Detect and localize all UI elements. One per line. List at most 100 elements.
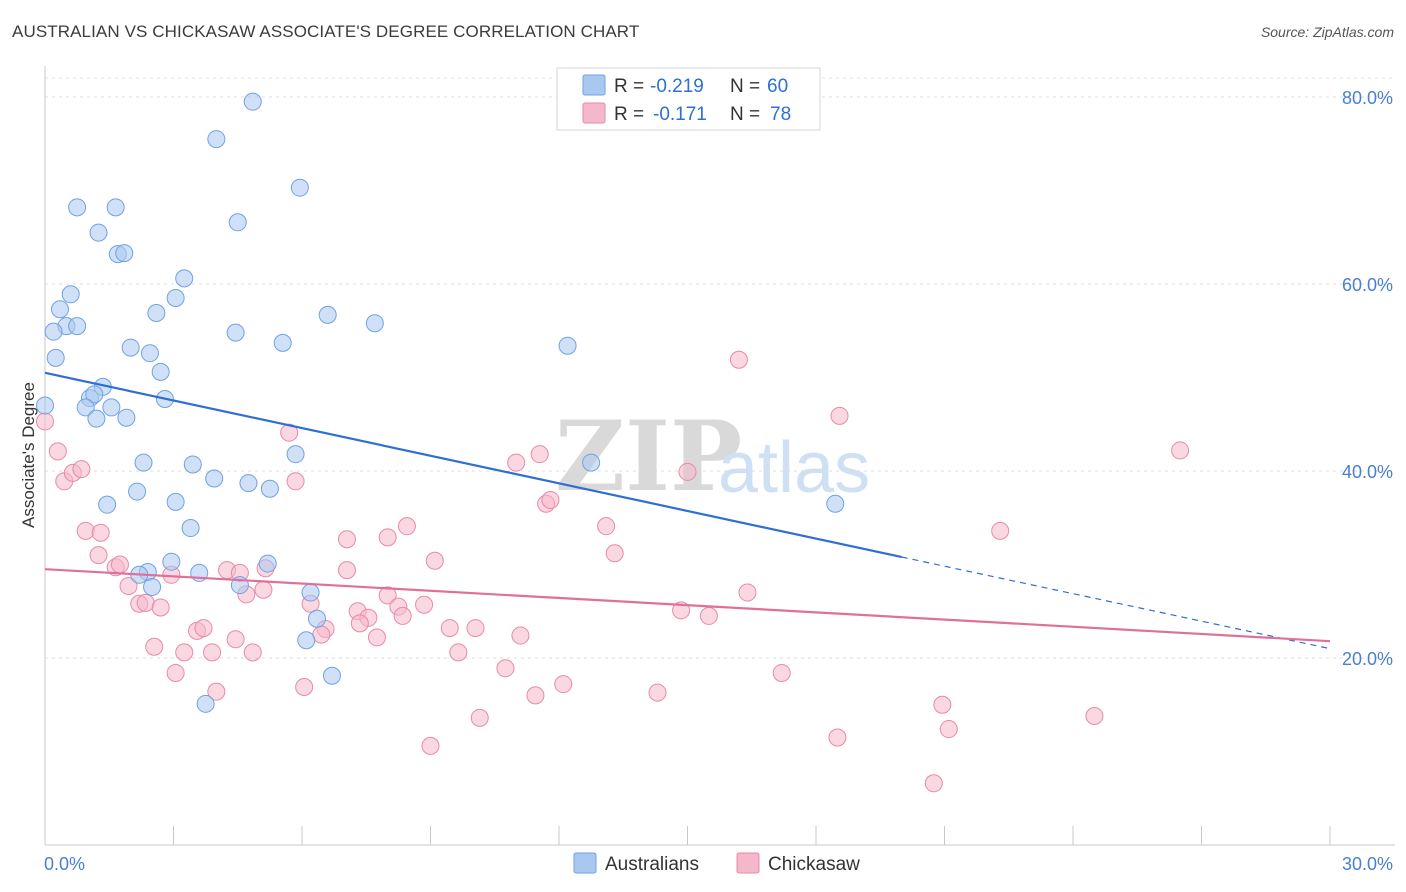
chickasaw-point [378, 586, 397, 605]
chickasaw-point [1085, 706, 1104, 725]
data-points [36, 92, 1190, 793]
australians-point [117, 408, 136, 427]
australians-point [365, 314, 384, 333]
chickasaw-point [772, 663, 791, 682]
chickasaw-point [924, 774, 943, 793]
correlation-legend: R = -0.219 N = 60 R = -0.171 N = 78 [556, 67, 821, 131]
australians-point [143, 577, 162, 596]
australians-point [322, 666, 341, 685]
legend-n-label-2: N = [730, 104, 760, 125]
australians-point [260, 479, 279, 498]
chickasaw-point [440, 619, 459, 638]
australians-point [151, 362, 170, 381]
chickasaw-point [597, 517, 616, 536]
chickasaw-point [466, 619, 485, 638]
australians-point [115, 244, 134, 263]
australians-point [121, 338, 140, 357]
australians-point [307, 609, 326, 628]
bottom-legend-swatch-chickasaw [736, 852, 760, 874]
chickasaw-point [530, 445, 549, 464]
legend-n-value-2: 78 [770, 104, 791, 125]
australians-point [50, 300, 69, 319]
australians-point [318, 305, 337, 324]
chickasaw-point [378, 528, 397, 547]
legend-r-label-1: R = [614, 76, 644, 97]
australians-point [582, 453, 601, 472]
chickasaw-point [678, 462, 697, 481]
australians-point [68, 317, 87, 336]
australians-point [68, 198, 87, 217]
australians-point [196, 694, 215, 713]
australians-point [134, 453, 153, 472]
legend-swatch-chickasaw [582, 102, 606, 124]
chickasaw-point [194, 619, 213, 638]
chickasaw-point [151, 598, 170, 617]
chart-title: AUSTRALIAN VS CHICKASAW ASSOCIATE'S DEGR… [12, 22, 640, 41]
australians-point [243, 92, 262, 111]
chickasaw-point [554, 675, 573, 694]
chickasaw-point [393, 606, 412, 625]
australians-point [175, 269, 194, 288]
legend-r-value-1: -0.219 [650, 76, 704, 97]
chickasaw-point [36, 412, 54, 431]
x-tick-label-start: 0.0% [44, 854, 85, 874]
chickasaw-point [425, 551, 444, 570]
chickasaw-point [939, 720, 958, 739]
australians-point [76, 398, 95, 417]
chickasaw-point [828, 728, 847, 747]
chickasaw-point [312, 625, 331, 644]
chickasaw-point [243, 643, 262, 662]
chickasaw-point [145, 637, 164, 656]
chickasaw-point [48, 442, 67, 461]
australians-point [228, 213, 247, 232]
chickasaw-point [226, 630, 245, 649]
chickasaw-point [421, 736, 440, 755]
australians-point [207, 130, 226, 149]
australians-point [286, 445, 305, 464]
y-axis-label: Associate's Degree [19, 382, 38, 528]
chickasaw-point [507, 453, 526, 472]
chickasaw-point [110, 555, 129, 574]
chickasaw-point [337, 530, 356, 549]
chickasaw-trend-line [44, 568, 1331, 643]
australians-point [128, 482, 147, 501]
australians-point [301, 583, 320, 602]
chickasaw-point [991, 521, 1010, 540]
chickasaw-point [511, 626, 530, 645]
chickasaw-point [254, 580, 273, 599]
australians-point [290, 178, 309, 197]
chickasaw-point [526, 686, 545, 705]
y-tick-label-20: 20.0% [1342, 649, 1393, 669]
australians-point [85, 385, 104, 404]
australians-point [162, 552, 181, 571]
australians-point [297, 631, 316, 650]
chickasaw-point [166, 663, 185, 682]
chickasaw-point [337, 561, 356, 580]
axes [44, 66, 1395, 846]
y-tick-label-80: 80.0% [1342, 88, 1393, 108]
australians-point [183, 455, 202, 474]
chickasaw-point [91, 523, 110, 542]
watermark-zip: ZIP [555, 400, 742, 513]
chickasaw-point [367, 628, 386, 647]
australians-point [102, 398, 121, 417]
series-legend: Australians Chickasaw [573, 852, 860, 875]
legend-n-label-1: N = [730, 76, 760, 97]
chickasaw-point [76, 521, 95, 540]
chickasaw-point [72, 460, 91, 479]
chickasaw-point [470, 708, 489, 727]
chickasaw-point [1171, 441, 1190, 460]
chickasaw-point [496, 659, 515, 678]
australians-point [36, 396, 54, 415]
y-tick-label-40: 40.0% [1342, 462, 1393, 482]
australians-point [558, 336, 577, 355]
australians-point [106, 198, 125, 217]
australians-trend-line [44, 371, 902, 559]
australians-point [87, 409, 106, 428]
chickasaw-point [286, 472, 305, 491]
chickasaw-point [541, 490, 560, 509]
watermark-atlas: atlas [718, 428, 870, 508]
bottom-legend-australians: Australians [605, 854, 699, 875]
chickasaw-point [738, 583, 757, 602]
